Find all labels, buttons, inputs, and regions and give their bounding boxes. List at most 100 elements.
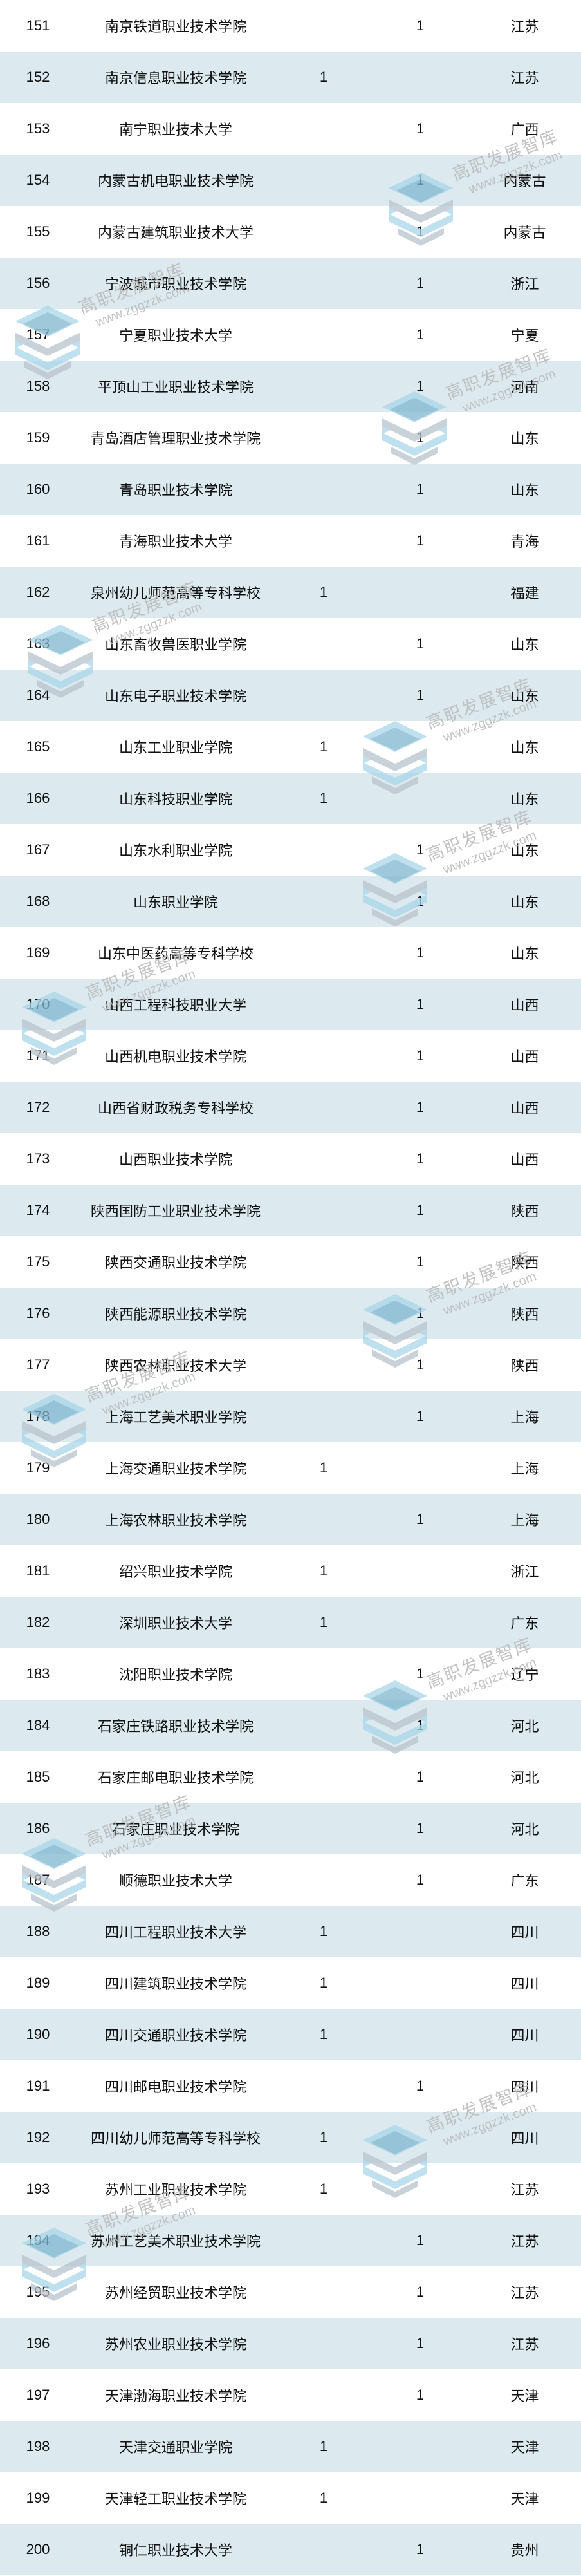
row-school-name: 宁波城市职业技术学院: [104, 276, 246, 292]
table-row: 154 内蒙古机电职业技术学院 1 内蒙古: [0, 155, 581, 206]
row-school-name: 四川建筑职业技术学院: [104, 1976, 246, 1992]
row-count-b: 1: [416, 1717, 425, 1733]
row-school-name: 内蒙古建筑职业技术大学: [97, 225, 254, 241]
row-province: 河北: [510, 1821, 539, 1838]
row-count-a: 1: [319, 1614, 328, 1630]
row-school-name: 绍兴职业技术学院: [118, 1564, 232, 1580]
row-province: 江苏: [510, 19, 539, 35]
row-count-b: 1: [416, 120, 425, 136]
row-school-name: 南京信息职业技术学院: [104, 70, 246, 86]
table-row: 176 陕西能源职业技术学院 1 陕西: [0, 1288, 581, 1339]
table-row: 178 上海工艺美术职业学院 1 上海: [0, 1391, 581, 1442]
row-rank: 183: [26, 1666, 50, 1682]
table-row: 187 顺德职业技术大学 1 广东: [0, 1854, 581, 1906]
row-rank: 192: [26, 2129, 50, 2145]
row-rank: 196: [26, 2335, 50, 2351]
row-rank: 185: [26, 1769, 50, 1785]
row-province: 宁夏: [510, 328, 539, 344]
row-province: 山东: [510, 740, 539, 756]
row-count-b: 1: [416, 1099, 425, 1115]
row-count-b: 1: [416, 1202, 425, 1218]
row-province: 福建: [510, 585, 539, 601]
table-row: 158 平顶山工业职业技术学院 1 河南: [0, 361, 581, 412]
row-rank: 191: [26, 2078, 50, 2094]
row-school-name: 天津渤海职业技术学院: [104, 2388, 246, 2404]
row-rank: 182: [26, 1614, 50, 1630]
row-count-b: 1: [416, 2284, 425, 2300]
row-count-b: 1: [416, 1511, 425, 1527]
row-school-name: 山西职业技术学院: [118, 1152, 232, 1168]
row-rank: 188: [26, 1923, 50, 1939]
row-province: 山西: [510, 1100, 539, 1116]
table-row: 174 陕西国防工业职业技术学院 1 陕西: [0, 1185, 581, 1236]
row-school-name: 上海交通职业技术学院: [104, 1461, 246, 1477]
row-rank: 164: [26, 687, 50, 703]
row-province: 浙江: [510, 1564, 539, 1580]
row-count-b: 1: [416, 1769, 425, 1785]
row-province: 河南: [510, 379, 539, 395]
row-school-name: 山东畜牧兽医职业学院: [104, 637, 246, 653]
row-rank: 173: [26, 1151, 50, 1167]
row-count-b: 1: [416, 1872, 425, 1888]
row-school-name: 四川幼儿师范高等专科学校: [90, 2130, 261, 2147]
row-rank: 167: [26, 841, 50, 858]
row-province: 天津: [510, 2491, 539, 2507]
row-rank: 186: [26, 1820, 50, 1836]
row-province: 广西: [510, 122, 539, 138]
table-row: 171 山西机电职业技术学院 1 山西: [0, 1030, 581, 1082]
table-row: 199 天津轻工职业技术学院 1 天津: [0, 2472, 581, 2524]
row-rank: 199: [26, 2490, 50, 2506]
row-rank: 181: [26, 1563, 50, 1579]
row-rank: 176: [26, 1305, 50, 1321]
row-province: 山东: [510, 946, 539, 962]
row-rank: 180: [26, 1511, 50, 1527]
row-province: 江苏: [510, 2182, 539, 2198]
row-rank: 165: [26, 738, 50, 755]
table-row: 191 四川邮电职业技术学院 1 四川: [0, 2060, 581, 2112]
table-row: 162 泉州幼儿师范高等专科学校 1 福建: [0, 567, 581, 618]
row-province: 江苏: [510, 2233, 539, 2250]
row-rank: 177: [26, 1357, 50, 1373]
row-count-b: 1: [416, 429, 425, 446]
row-count-b: 1: [416, 481, 425, 497]
row-school-name: 石家庄邮电职业技术学院: [97, 1770, 254, 1786]
row-school-name: 陕西国防工业职业技术学院: [90, 1203, 261, 1219]
row-school-name: 苏州经贸职业技术学院: [104, 2285, 246, 2301]
row-rank: 171: [26, 1048, 50, 1064]
row-school-name: 青岛酒店管理职业技术学院: [90, 431, 261, 447]
table-row: 169 山东中医药高等专科学校 1 山东: [0, 927, 581, 979]
row-school-name: 四川交通职业技术学院: [104, 2027, 246, 2044]
row-province: 广东: [510, 1873, 539, 1889]
row-school-name: 泉州幼儿师范高等专科学校: [90, 585, 261, 601]
row-province: 四川: [510, 1924, 539, 1941]
table-row: 200 铜仁职业技术大学 1 贵州: [0, 2524, 581, 2575]
row-school-name: 青海职业技术大学: [118, 534, 232, 550]
row-rank: 158: [26, 378, 50, 394]
row-school-name: 顺德职业技术大学: [118, 1873, 232, 1889]
table-row: 186 石家庄职业技术学院 1 河北: [0, 1803, 581, 1854]
row-count-a: 1: [319, 2026, 328, 2042]
row-school-name: 南宁职业技术大学: [118, 122, 232, 138]
row-rank: 166: [26, 790, 50, 806]
row-count-b: 1: [416, 893, 425, 909]
row-rank: 159: [26, 429, 50, 446]
table-row: 166 山东科技职业学院 1 山东: [0, 773, 581, 824]
row-province: 陕西: [510, 1306, 539, 1322]
row-province: 山东: [510, 843, 539, 859]
table-row: 177 陕西农林职业技术大学 1 陕西: [0, 1339, 581, 1391]
row-rank: 170: [26, 996, 50, 1012]
row-school-name: 铜仁职业技术大学: [118, 2543, 232, 2559]
table-row: 189 四川建筑职业技术学院 1 四川: [0, 1957, 581, 2009]
row-rank: 157: [26, 326, 50, 343]
table-row: 184 石家庄铁路职业技术学院 1 河北: [0, 1700, 581, 1751]
row-count-a: 1: [319, 584, 328, 600]
row-school-name: 山东电子职业技术学院: [104, 688, 246, 704]
table-row: 197 天津渤海职业技术学院 1 天津: [0, 2369, 581, 2421]
row-school-name: 山西机电职业技术学院: [104, 1049, 246, 1065]
row-rank: 162: [26, 584, 50, 600]
row-province: 浙江: [510, 276, 539, 292]
row-count-b: 1: [416, 635, 425, 652]
row-rank: 190: [26, 2026, 50, 2042]
row-province: 陕西: [510, 1203, 539, 1219]
row-school-name: 上海农林职业技术学院: [104, 1512, 246, 1528]
